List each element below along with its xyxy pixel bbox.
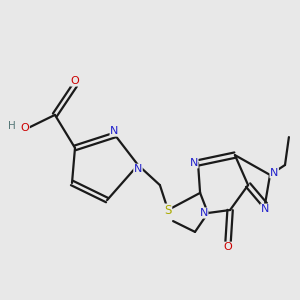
Text: S: S [164, 204, 172, 217]
Text: O: O [70, 76, 80, 86]
Text: O: O [224, 242, 232, 252]
Text: N: N [270, 168, 278, 178]
Text: H: H [8, 121, 16, 131]
Text: N: N [134, 164, 142, 174]
Text: N: N [110, 126, 118, 136]
Text: N: N [261, 204, 269, 214]
Text: O: O [20, 123, 29, 133]
Text: N: N [190, 158, 198, 168]
Text: N: N [200, 208, 208, 218]
